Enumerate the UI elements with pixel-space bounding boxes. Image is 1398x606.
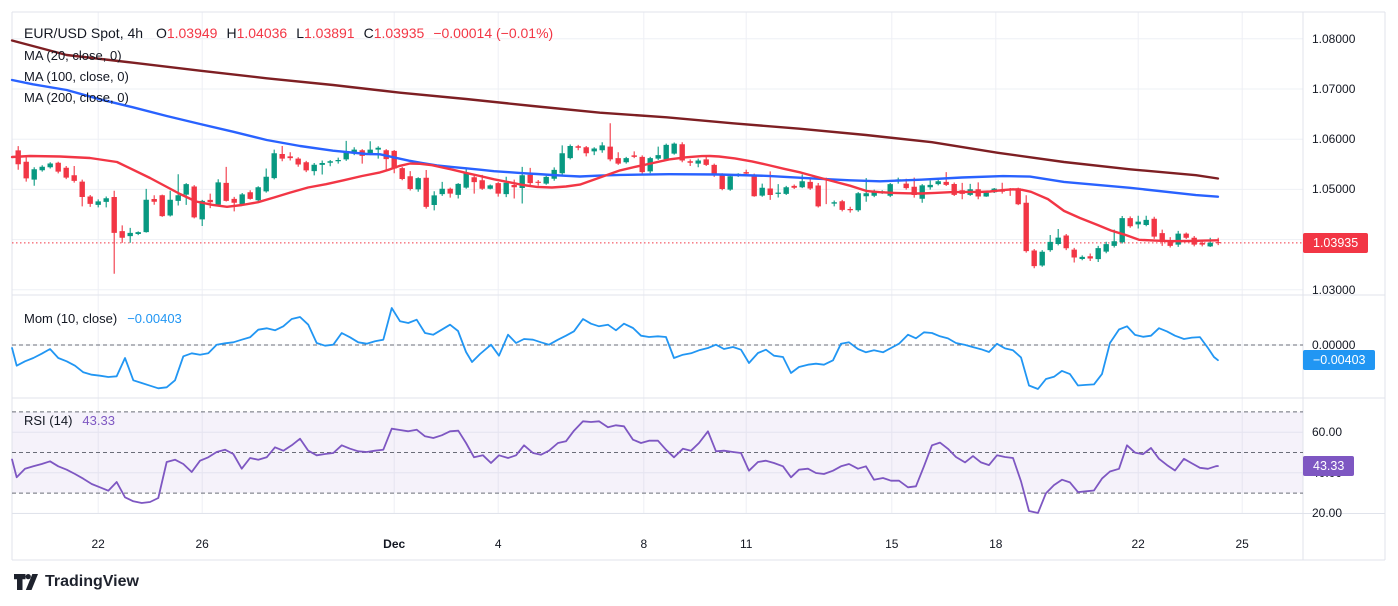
low-value: 1.03891: [303, 25, 355, 41]
momentum-legend[interactable]: Mom (10, close) −0.00403: [24, 311, 182, 326]
tradingview-logo-text: TradingView: [45, 573, 139, 590]
price-axis-label: 1.03000: [1312, 282, 1356, 297]
price-axis-label: 1.07000: [1312, 82, 1356, 96]
rsi-axis-label: 60.00: [1312, 425, 1343, 440]
rsi-legend[interactable]: RSI (14) 43.33: [24, 413, 115, 428]
close-value: 1.03935: [373, 25, 425, 41]
rsi-value-badge: 43.33: [1303, 456, 1355, 477]
time-axis-label: 11: [739, 537, 753, 551]
open-label: O: [155, 25, 167, 41]
time-axis-label: 8: [640, 537, 648, 551]
time-axis-label: 22: [91, 537, 105, 551]
symbol-legend[interactable]: EUR/USD Spot, 4h O1.03949 H1.04036 L1.0389…: [24, 25, 553, 41]
symbol-title: EUR/USD Spot, 4h: [24, 25, 144, 41]
price-axis-label: 1.05000: [1312, 182, 1356, 197]
price-axis-label: 1.08000: [1312, 31, 1356, 46]
ma100-legend[interactable]: MA (100, close, 0): [24, 69, 129, 84]
tradingview-logo[interactable]: TradingView: [14, 573, 139, 591]
change-value: −0.00014 (−0.01%): [433, 25, 554, 41]
rsi-value: 43.33: [82, 413, 115, 428]
tradingview-logo-icon: [14, 574, 38, 590]
rsi-axis-label: 20.00: [1312, 506, 1343, 521]
momentum-label: Mom (10, close): [24, 311, 118, 326]
time-axis-label: 25: [1235, 537, 1249, 551]
high-value: 1.04036: [236, 25, 288, 41]
ma100-label: MA (100, close, 0): [24, 69, 129, 84]
rsi-label: RSI (14): [24, 413, 73, 428]
momentum-value-badge: −0.00403: [1303, 350, 1376, 371]
time-axis-label: 18: [989, 537, 1003, 551]
low-label: L: [296, 25, 304, 41]
ma20-legend[interactable]: MA (20, close, 0): [24, 48, 122, 63]
ma20-label: MA (20, close, 0): [24, 48, 122, 63]
time-axis-label: 15: [885, 537, 899, 551]
high-label: H: [226, 25, 237, 41]
time-axis-label: 22: [1131, 537, 1145, 551]
ma200-legend[interactable]: MA (200, close, 0): [24, 90, 129, 105]
last-price-badge: 1.03935: [1303, 232, 1369, 253]
close-label: C: [363, 25, 374, 41]
ma200-label: MA (200, close, 0): [24, 90, 129, 105]
time-axis-label: 4: [494, 537, 502, 551]
time-axis-label: Dec: [383, 537, 406, 551]
momentum-value: −0.00403: [127, 311, 182, 326]
mom-axis-label: 0.00000: [1312, 338, 1356, 352]
time-axis-label: 26: [195, 537, 209, 551]
open-value: 1.03949: [166, 25, 218, 41]
price-axis-label: 1.06000: [1312, 132, 1356, 147]
